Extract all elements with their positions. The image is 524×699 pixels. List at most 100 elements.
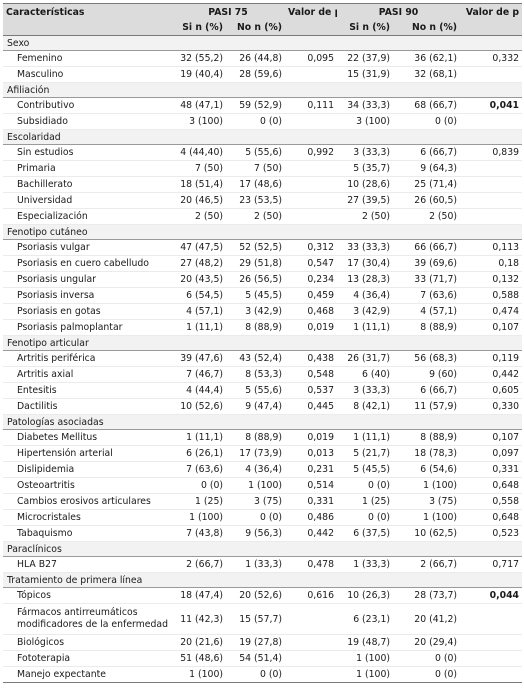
section-row: Fenotipo articular — [3, 335, 523, 351]
p75-p-cell: 0,231 — [285, 461, 338, 478]
row-label: Psoriasis ungular — [3, 271, 171, 288]
p75-no-cell: 5 (45,5) — [226, 287, 286, 304]
table-row: HLA B27 2 (66,7) 1 (33,3) 0,478 1 (33,3) 2 (6… — [3, 556, 523, 573]
p90-p-cell: 0,648 — [460, 477, 523, 494]
p75-p-cell: 0,019 — [285, 319, 338, 336]
p75-no-cell: 2 (50) — [226, 208, 286, 225]
p90-p-cell: 0,18 — [460, 255, 523, 272]
table-row: Psoriasis palmoplantar 1 (11,1) 8 (88,9) 0,… — [3, 319, 523, 336]
p90-no-cell: 28 (73,7) — [393, 587, 461, 604]
row-label: Sin estudios — [3, 144, 171, 161]
section-row: Afiliación — [3, 82, 523, 98]
p90-p-cell — [460, 650, 523, 667]
p75-si-cell: 20 (21,6) — [171, 634, 226, 651]
p75-p-cell — [285, 208, 338, 225]
p90-no-cell: 36 (62,1) — [393, 50, 461, 67]
table-row: Tabaquismo 7 (43,8) 9 (56,3) 0,442 6 (37,5) 1… — [3, 525, 523, 542]
row-label: Dislipidemia — [3, 461, 171, 478]
p75-no-cell: 29 (51,8) — [226, 255, 286, 272]
p75-no-cell: 20 (52,6) — [226, 587, 286, 604]
p75-no-cell: 0 (0) — [226, 113, 286, 130]
row-label: Masculino — [3, 66, 171, 83]
p75-no-cell: 4 (36,4) — [226, 461, 286, 478]
p90-si-cell: 19 (48,7) — [337, 634, 394, 651]
p75-no-cell: 5 (55,6) — [226, 144, 286, 161]
p75-no-cell: 15 (57,7) — [226, 603, 286, 635]
p75-no-cell: 9 (47,4) — [226, 398, 286, 415]
table-row: Universidad 20 (46,5) 23 (53,5) 27 (39,5) 26… — [3, 192, 523, 209]
p75-si-cell: 2 (50) — [171, 208, 226, 225]
table-row: Tópicos 18 (47,4) 20 (52,6) 0,616 10 (26,3) 2… — [3, 587, 523, 604]
p75-si-cell: 7 (50) — [171, 160, 226, 177]
p90-si-cell: 3 (33,3) — [337, 382, 394, 399]
p90-p-cell: 0,097 — [460, 445, 523, 462]
row-label: Diabetes Mellitus — [3, 429, 171, 446]
row-label: Psoriasis en cuero cabelludo — [3, 255, 171, 272]
p75-p-cell — [285, 634, 338, 651]
p90-si-cell: 6 (40) — [337, 366, 394, 383]
p90-si-cell: 1 (11,1) — [337, 319, 394, 336]
p90-no-cell: 6 (66,7) — [393, 382, 461, 399]
p90-si-cell: 2 (50) — [337, 208, 394, 225]
p75-si-cell: 3 (100) — [171, 113, 226, 130]
row-label: Femenino — [3, 50, 171, 67]
p90-si-cell: 6 (23,1) — [337, 603, 394, 635]
row-label: Contributivo — [3, 97, 171, 114]
p90-si-cell: 17 (30,4) — [337, 255, 394, 272]
header-blank — [285, 20, 338, 36]
p90-no-cell: 32 (68,1) — [393, 66, 461, 83]
p75-p-cell — [285, 192, 338, 209]
p75-p-cell — [285, 603, 338, 635]
p75-no-cell: 26 (56,5) — [226, 271, 286, 288]
p75-si-cell: 10 (52,6) — [171, 398, 226, 415]
row-label: Hipertensión arterial — [3, 445, 171, 462]
p90-no-cell: 3 (75) — [393, 493, 461, 510]
p90-no-cell: 10 (62,5) — [393, 525, 461, 542]
table-row: Psoriasis en gotas 4 (57,1) 3 (42,9) 0,468 3… — [3, 303, 523, 320]
p75-si-cell: 32 (55,2) — [171, 50, 226, 67]
p90-p-cell: 0,330 — [460, 398, 523, 415]
p75-p-cell: 0,095 — [285, 50, 338, 67]
table-row: Psoriasis en cuero cabelludo 27 (48,2) 29 … — [3, 255, 523, 272]
table-row: Osteoartritis 0 (0) 1 (100) 0,514 0 (0) 1 (10… — [3, 477, 523, 494]
p90-si-cell: 5 (45,5) — [337, 461, 394, 478]
p90-no-cell: 2 (66,7) — [393, 556, 461, 573]
p75-si-cell: 6 (26,1) — [171, 445, 226, 462]
section-title: Fenotipo cutáneo — [3, 224, 523, 240]
p75-no-cell: 8 (88,9) — [226, 429, 286, 446]
p75-si-cell: 47 (47,5) — [171, 239, 226, 256]
p90-si-cell: 15 (31,9) — [337, 66, 394, 83]
p75-no-cell: 8 (88,9) — [226, 319, 286, 336]
p75-no-cell: 17 (73,9) — [226, 445, 286, 462]
p90-no-cell: 25 (71,4) — [393, 176, 461, 193]
p90-p-cell — [460, 113, 523, 130]
p90-no-cell: 7 (63,6) — [393, 287, 461, 304]
p90-si-cell: 3 (100) — [337, 113, 394, 130]
p90-p-cell — [460, 160, 523, 177]
section-row: Sexo — [3, 35, 523, 51]
row-label: Especialización — [3, 208, 171, 225]
p75-p-cell: 0,019 — [285, 429, 338, 446]
row-label: Universidad — [3, 192, 171, 209]
p75-p-cell: 0,013 — [285, 445, 338, 462]
p75-p-cell: 0,547 — [285, 255, 338, 272]
p75-si-cell: 4 (44,4) — [171, 382, 226, 399]
p90-si-cell: 3 (33,3) — [337, 144, 394, 161]
section-title: Afiliación — [3, 82, 523, 98]
p90-p-cell: 0,474 — [460, 303, 523, 320]
p75-no-cell: 59 (52,9) — [226, 97, 286, 114]
p90-si-cell: 0 (0) — [337, 477, 394, 494]
p90-no-cell: 8 (88,9) — [393, 429, 461, 446]
table-row: Psoriasis vulgar 47 (47,5) 52 (52,5) 0,312 3… — [3, 239, 523, 256]
p90-no-cell: 0 (0) — [393, 666, 461, 683]
header-row-1: Características PASI 75 Valor de p PASI … — [3, 3, 523, 20]
table-body: Sexo Femenino 32 (55,2) 26 (44,8) 0,095 22 (3… — [3, 35, 523, 683]
p90-p-cell — [460, 192, 523, 209]
table-row: Diabetes Mellitus 1 (11,1) 8 (88,9) 0,019 1 … — [3, 429, 523, 446]
row-label: Entesitis — [3, 382, 171, 399]
p75-no-cell: 3 (75) — [226, 493, 286, 510]
row-label: Primaria — [3, 160, 171, 177]
p90-p-cell: 0,605 — [460, 382, 523, 399]
table-row: Manejo expectante 1 (100) 0 (0) 1 (100) 0 (0… — [3, 666, 523, 683]
header-pvalue-75: Valor de p — [285, 3, 338, 20]
